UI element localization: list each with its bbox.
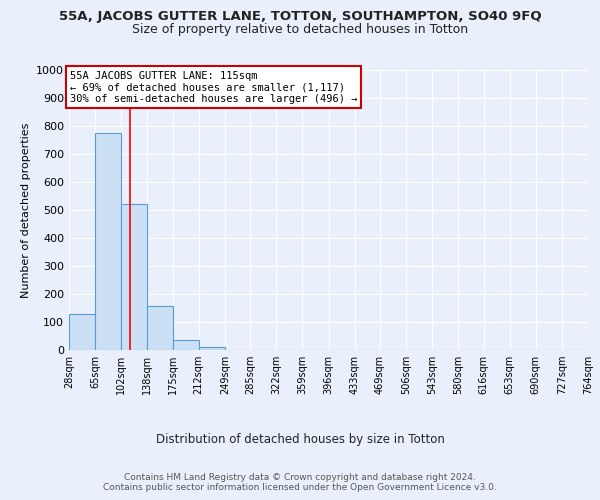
Text: Contains HM Land Registry data © Crown copyright and database right 2024.: Contains HM Land Registry data © Crown c… (124, 472, 476, 482)
Bar (173, 340, 199, 350)
Bar (95, 133, 121, 350)
Y-axis label: Number of detached properties: Number of detached properties (20, 122, 31, 298)
Bar (121, 204, 146, 350)
Bar (199, 346, 225, 350)
Text: 55A JACOBS GUTTER LANE: 115sqm
← 69% of detached houses are smaller (1,117)
30% : 55A JACOBS GUTTER LANE: 115sqm ← 69% of … (70, 70, 357, 104)
Text: Size of property relative to detached houses in Totton: Size of property relative to detached ho… (132, 22, 468, 36)
Bar (146, 306, 173, 350)
Text: Distribution of detached houses by size in Totton: Distribution of detached houses by size … (155, 432, 445, 446)
Bar (69, 314, 95, 350)
Text: Contains public sector information licensed under the Open Government Licence v3: Contains public sector information licen… (103, 484, 497, 492)
Text: 55A, JACOBS GUTTER LANE, TOTTON, SOUTHAMPTON, SO40 9FQ: 55A, JACOBS GUTTER LANE, TOTTON, SOUTHAM… (59, 10, 541, 23)
